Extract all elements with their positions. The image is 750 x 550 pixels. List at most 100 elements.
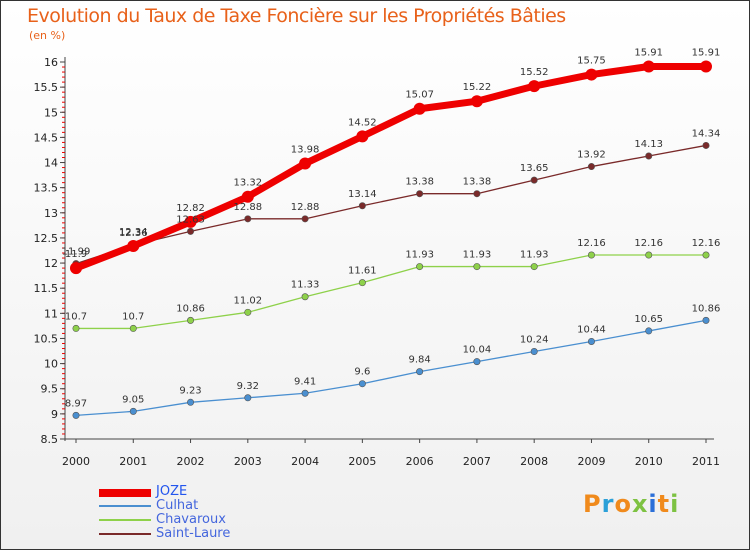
data-label: 12.36 — [119, 228, 148, 239]
x-tick-label: 2004 — [291, 455, 319, 468]
data-point — [642, 60, 655, 73]
data-label: 11.93 — [463, 250, 492, 261]
data-point — [299, 157, 312, 170]
data-point — [416, 263, 424, 271]
y-tick-label: 13.5 — [34, 182, 59, 195]
logo-letter: t — [657, 490, 671, 518]
data-point — [473, 358, 481, 366]
x-tick-label: 2010 — [635, 455, 663, 468]
y-tick-label: 11 — [44, 307, 58, 320]
y-tick-label: 10.5 — [34, 332, 59, 345]
data-label: 10.24 — [520, 335, 549, 346]
data-label: 11.99 — [62, 247, 91, 258]
data-label: 11.93 — [520, 250, 549, 261]
logo-letter: P — [583, 490, 602, 518]
y-tick-label: 13 — [44, 207, 58, 220]
data-point — [416, 190, 424, 198]
x-tick-label: 2009 — [577, 455, 605, 468]
data-label: 12.34 — [119, 227, 148, 238]
logo-letter: o — [614, 490, 632, 518]
data-point — [645, 152, 653, 160]
proxiti-logo: Proxiti — [583, 490, 679, 518]
data-point — [301, 215, 309, 223]
series-line-saint-laure — [75, 144, 707, 265]
data-label: 11.02 — [233, 295, 262, 306]
data-point — [416, 368, 424, 376]
data-point — [70, 262, 82, 275]
data-label: 10.65 — [634, 314, 663, 325]
data-point — [358, 279, 366, 287]
data-point — [301, 389, 309, 397]
data-label: 9.23 — [179, 385, 201, 396]
data-label: 10.86 — [692, 303, 721, 314]
y-unit-label: (en %) — [29, 29, 66, 42]
logo-letter: x — [631, 490, 649, 518]
series-lines — [70, 60, 712, 419]
data-label: 11.61 — [348, 266, 377, 277]
data-point — [184, 215, 197, 228]
data-point — [358, 380, 366, 388]
data-point — [127, 239, 140, 252]
legend-swatch — [99, 489, 151, 497]
x-tick-label: 2008 — [520, 455, 548, 468]
y-tick-label: 11.5 — [34, 282, 59, 295]
data-point — [645, 327, 653, 335]
legend-label: JOZE — [156, 484, 188, 499]
data-point — [702, 316, 710, 324]
data-label: 9.6 — [354, 367, 370, 378]
y-tick-label: 14.5 — [34, 131, 59, 144]
data-label: 10.04 — [463, 345, 492, 356]
legend-label: Chavaroux — [156, 512, 226, 527]
y-tick-label: 14 — [44, 157, 58, 170]
y-tick-label: 10 — [44, 358, 58, 371]
data-label: 12.82 — [176, 203, 205, 214]
data-label: 15.22 — [463, 82, 492, 93]
chart-title: Evolution du Taux de Taxe Foncière sur l… — [27, 5, 566, 27]
data-point — [358, 202, 366, 210]
data-point — [241, 190, 254, 203]
legend-swatch — [99, 533, 151, 535]
data-label: 13.38 — [405, 177, 434, 188]
data-point — [585, 68, 598, 81]
logo-letter: r — [601, 490, 615, 518]
logo-letter: i — [648, 490, 658, 518]
data-label: 14.52 — [348, 117, 377, 128]
y-tick-label: 16 — [44, 56, 58, 69]
data-point — [587, 337, 595, 345]
data-point — [187, 227, 195, 235]
data-point — [700, 60, 712, 73]
y-tick-label: 12 — [44, 257, 58, 270]
x-tick-label: 2000 — [62, 455, 90, 468]
series-line-chavaroux — [75, 254, 707, 330]
data-label: 15.75 — [577, 56, 606, 67]
data-point — [530, 176, 538, 184]
data-label: 15.91 — [692, 48, 721, 59]
data-label: 9.32 — [237, 381, 259, 392]
x-tick-label: 2002 — [177, 455, 205, 468]
data-point — [129, 407, 137, 415]
data-point — [72, 324, 80, 332]
data-label: 15.07 — [405, 90, 434, 101]
data-label: 14.34 — [692, 128, 721, 139]
series-line-joze — [72, 63, 710, 272]
data-label: 13.38 — [463, 177, 492, 188]
data-label: 11.9 — [65, 249, 87, 260]
legend-label: Culhat — [156, 498, 199, 513]
data-label: 12.16 — [634, 238, 663, 249]
data-point — [356, 130, 369, 143]
axes: 8.5 9 9.5 10 10.5 11 11.5 12 12.5 13 13.5 14 14.5 15 1… — [34, 56, 721, 468]
data-label: 13.32 — [233, 178, 262, 189]
legend-swatch — [99, 519, 151, 521]
data-label: 13.14 — [348, 189, 377, 200]
data-label: 10.7 — [122, 311, 144, 322]
data-point — [702, 141, 710, 149]
data-label: 11.33 — [291, 280, 320, 291]
legend-swatch — [99, 505, 151, 507]
data-point — [187, 398, 195, 406]
data-point — [473, 263, 481, 271]
data-label: 10.86 — [176, 303, 205, 314]
data-point — [470, 95, 483, 108]
data-point — [587, 251, 595, 259]
y-tick-label: 8.5 — [41, 433, 59, 446]
